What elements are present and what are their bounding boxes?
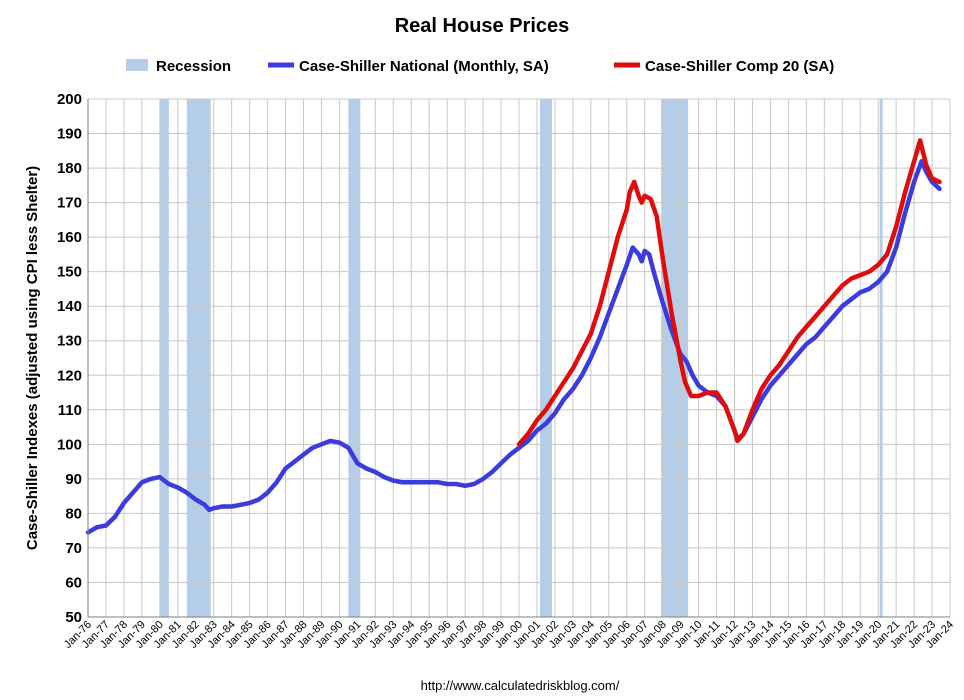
y-tick-label: 60 (65, 574, 82, 591)
recession-band (348, 99, 361, 617)
recession-bands (159, 99, 883, 617)
y-tick-label: 80 (65, 505, 82, 522)
x-axis-ticks: Jan-76Jan-77Jan-78Jan-79Jan-80Jan-81Jan-… (62, 619, 956, 651)
series-line-comp20 (516, 138, 942, 447)
y-tick-label: 180 (57, 160, 82, 177)
series-lines (85, 138, 942, 535)
y-tick-label: 190 (57, 126, 82, 143)
series-line-national (85, 158, 942, 535)
legend-recession-swatch (126, 59, 148, 71)
source-url: http://www.calculatedriskblog.com/ (421, 678, 620, 693)
legend-comp20-label: Case-Shiller Comp 20 (SA) (645, 58, 834, 75)
recession-band (879, 99, 883, 617)
legend-recession-label: Recession (156, 58, 231, 75)
legend: Recession Case-Shiller National (Monthly… (126, 58, 834, 75)
y-axis-label: Case-Shiller Indexes (adjusted using CPI… (24, 166, 41, 550)
y-tick-label: 110 (58, 402, 82, 419)
gridlines (87, 98, 951, 618)
y-tick-label: 200 (57, 91, 82, 108)
chart-title: Real House Prices (395, 15, 570, 37)
y-tick-label: 150 (57, 264, 82, 281)
recession-band (186, 99, 211, 617)
y-tick-label: 140 (57, 298, 82, 315)
recession-band (159, 99, 169, 617)
axes (87, 99, 950, 618)
y-axis-ticks: 50 60 70 80 90 100 110 120 130 140 150 160 170 180 190… (57, 91, 82, 626)
legend-national-label: Case-Shiller National (Monthly, SA) (299, 58, 549, 75)
y-tick-label: 70 (65, 540, 82, 557)
y-tick-label: 90 (65, 471, 82, 488)
recession-band (539, 99, 552, 617)
y-tick-label: 120 (57, 367, 82, 384)
y-tick-label: 160 (57, 229, 82, 246)
y-tick-label: 100 (57, 436, 82, 453)
y-tick-label: 130 (57, 333, 82, 350)
y-tick-label: 50 (65, 609, 82, 626)
y-tick-label: 170 (57, 195, 82, 212)
